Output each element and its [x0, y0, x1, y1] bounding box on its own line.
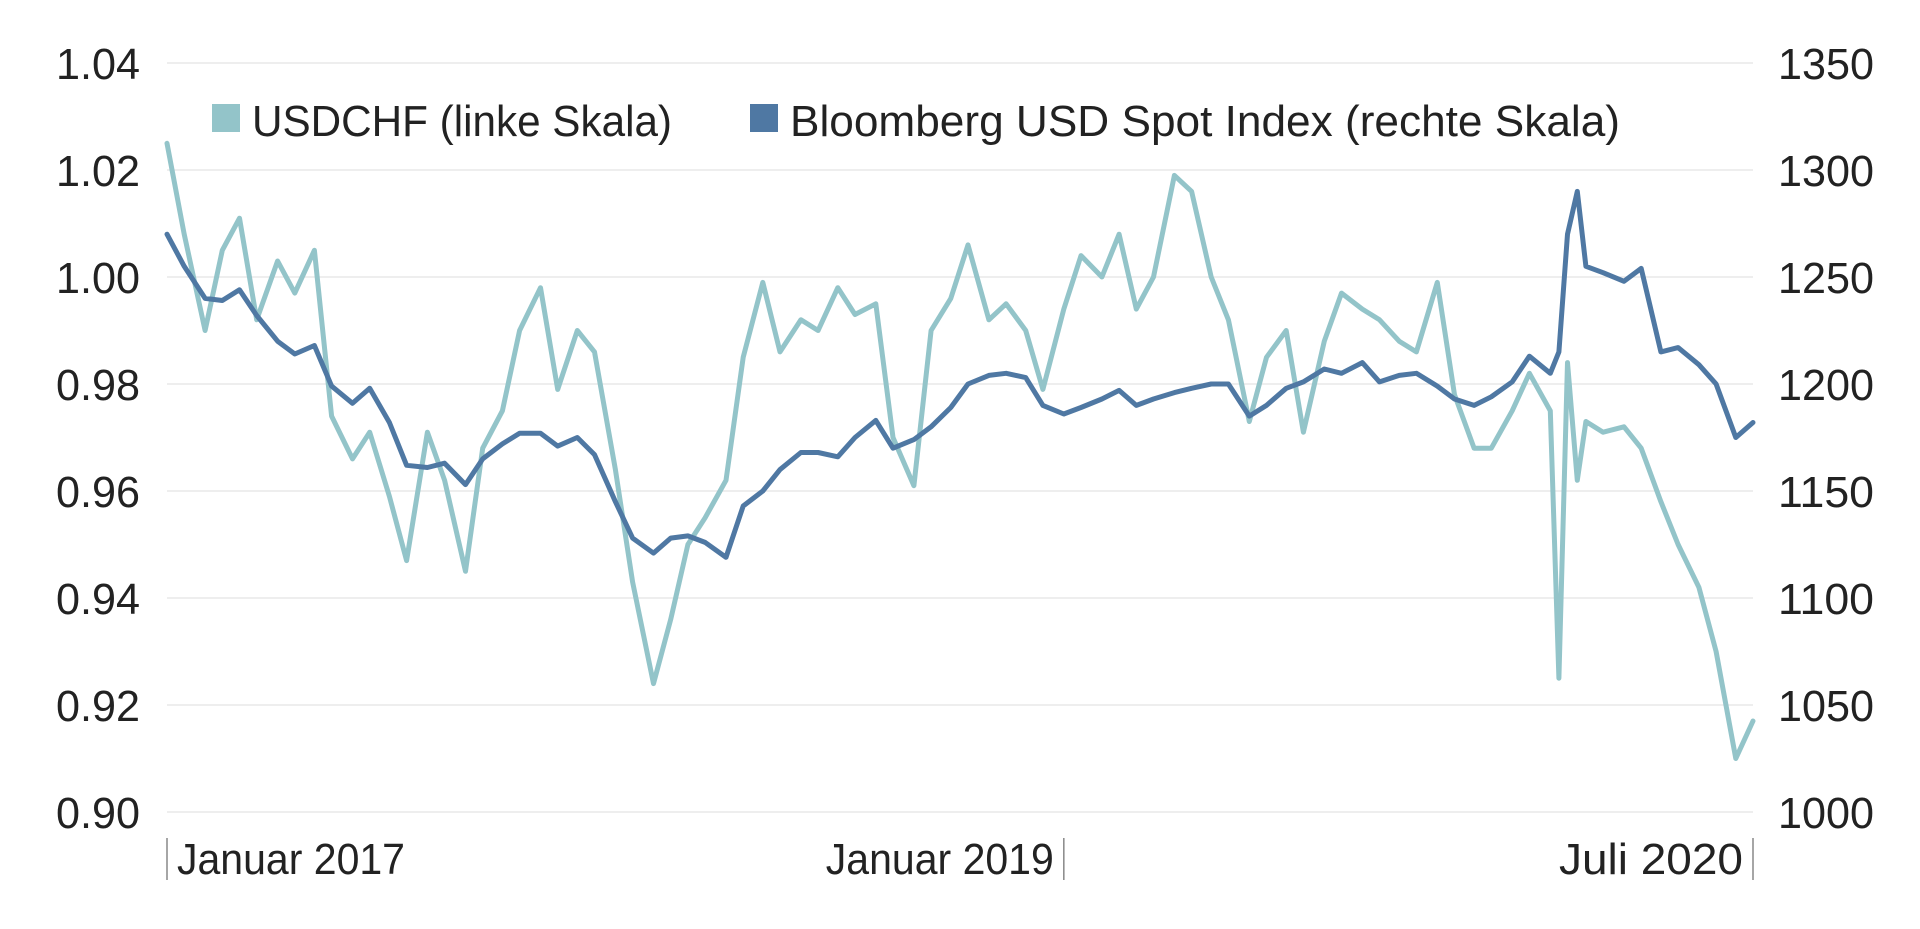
y-right-tick-label: 1000	[1778, 789, 1874, 838]
y-right-tick-label: 1150	[1778, 468, 1874, 517]
y-left-tick-label: 0.92	[56, 682, 140, 731]
x-tick-label: Januar 2019	[826, 835, 1054, 884]
legend-swatch-bloomberg	[750, 104, 778, 132]
y-axis-left: 0.90 0.92 0.94 0.96 0.98 1.00 1.02 1.04	[56, 40, 140, 838]
y-left-tick-label: 1.00	[56, 254, 140, 303]
y-left-tick-label: 0.98	[56, 361, 140, 410]
gridlines	[167, 62, 1753, 813]
y-right-tick-label: 1250	[1778, 254, 1874, 303]
y-right-tick-label: 1350	[1778, 40, 1874, 89]
x-tick-label: Juli 2020	[1559, 835, 1743, 884]
y-left-tick-label: 0.96	[56, 468, 140, 517]
legend: USDCHF (linke Skala) Bloomberg USD Spot …	[212, 97, 1620, 146]
y-left-tick-label: 0.94	[56, 575, 140, 624]
y-right-tick-label: 1200	[1778, 361, 1874, 410]
y-left-tick-label: 1.04	[56, 40, 140, 89]
x-tick-label: Januar 2017	[177, 835, 405, 884]
legend-label-usdchf: USDCHF (linke Skala)	[252, 97, 672, 146]
y-right-tick-label: 1300	[1778, 147, 1874, 196]
series-lines	[164, 140, 1756, 761]
y-right-tick-label: 1050	[1778, 682, 1874, 731]
y-left-tick-label: 1.02	[56, 147, 140, 196]
y-right-tick-label: 1100	[1778, 575, 1874, 624]
bloomberg-usd-index-line	[164, 188, 1756, 560]
usdchf-line	[164, 140, 1756, 761]
y-left-tick-label: 0.90	[56, 789, 140, 838]
y-axis-right: 1000 1050 1100 1150 1200 1250 1300 1350	[1778, 40, 1874, 838]
legend-label-bloomberg: Bloomberg USD Spot Index (rechte Skala)	[790, 97, 1620, 146]
x-axis: Januar 2017 Januar 2019 Juli 2020	[166, 835, 1754, 884]
legend-swatch-usdchf	[212, 104, 240, 132]
